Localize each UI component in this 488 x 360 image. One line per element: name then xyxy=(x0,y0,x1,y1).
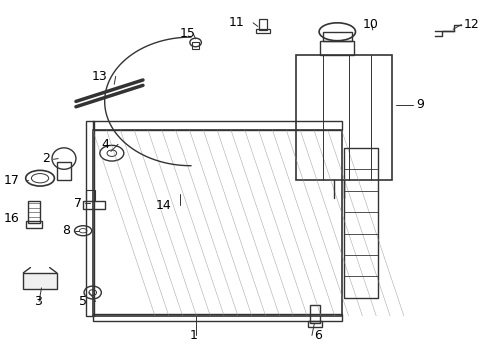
Bar xyxy=(93,130,341,316)
Bar xyxy=(343,148,377,298)
Bar xyxy=(57,162,71,180)
Bar xyxy=(320,41,353,55)
Text: 17: 17 xyxy=(3,174,20,186)
Text: 2: 2 xyxy=(41,152,49,165)
Text: 10: 10 xyxy=(363,18,378,31)
Bar xyxy=(256,28,269,33)
Text: 11: 11 xyxy=(228,16,244,29)
Text: 4: 4 xyxy=(102,138,109,151)
Bar xyxy=(26,221,42,228)
Text: 12: 12 xyxy=(463,18,478,31)
Bar xyxy=(296,55,391,180)
Text: 5: 5 xyxy=(79,295,87,308)
Bar xyxy=(83,201,104,208)
Bar xyxy=(258,19,267,30)
Text: 13: 13 xyxy=(91,70,107,83)
Bar xyxy=(322,32,351,41)
Text: 6: 6 xyxy=(314,329,322,342)
Bar xyxy=(85,190,95,201)
Text: 9: 9 xyxy=(415,99,423,112)
Text: 7: 7 xyxy=(74,197,81,210)
Text: 16: 16 xyxy=(4,212,20,225)
Bar xyxy=(310,305,320,323)
Text: 14: 14 xyxy=(156,198,171,212)
Bar xyxy=(93,121,341,130)
Text: 15: 15 xyxy=(180,27,195,40)
Bar xyxy=(307,321,322,327)
Bar xyxy=(23,273,57,289)
Text: 8: 8 xyxy=(62,224,70,237)
Bar xyxy=(28,202,40,223)
Bar xyxy=(93,314,341,321)
Text: 1: 1 xyxy=(190,329,198,342)
Bar xyxy=(85,121,94,316)
Text: 3: 3 xyxy=(34,295,41,308)
Bar xyxy=(192,42,199,49)
